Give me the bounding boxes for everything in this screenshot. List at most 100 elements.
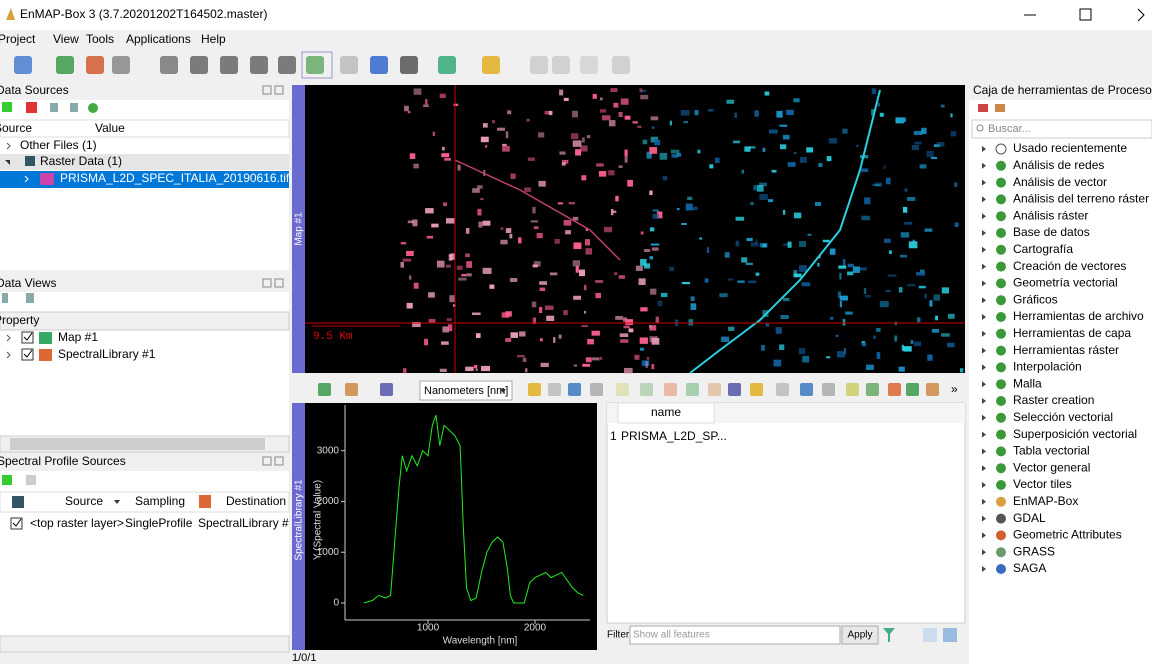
toolbar-button[interactable]	[400, 56, 418, 74]
toolbox-item[interactable]: Geometric Attributes	[1013, 528, 1122, 542]
view-item[interactable]: Map #1	[58, 330, 98, 344]
tool-icon[interactable]	[978, 104, 988, 112]
view-icon[interactable]	[923, 628, 937, 642]
add-icon[interactable]	[2, 475, 12, 485]
toolbox-item[interactable]: Raster creation	[1013, 393, 1094, 407]
tool-button[interactable]	[822, 383, 835, 396]
toolbox-item[interactable]: Selección vectorial	[1013, 410, 1113, 424]
expand-icon[interactable]	[70, 103, 78, 112]
tool-button[interactable]	[750, 383, 763, 396]
filter-placeholder[interactable]: Show all features	[633, 630, 710, 641]
tool-button[interactable]	[590, 383, 603, 396]
toolbox-item[interactable]: Cartografía	[1013, 242, 1073, 256]
menu-item[interactable]: Help	[201, 32, 226, 46]
sampling-cell[interactable]: SingleProfile	[125, 516, 193, 530]
view-icon[interactable]	[943, 628, 957, 642]
add-icon[interactable]	[2, 102, 12, 112]
toolbar-button[interactable]	[306, 56, 324, 74]
toolbar-button[interactable]	[278, 56, 296, 74]
tool-button[interactable]	[345, 383, 358, 396]
apply-label[interactable]: Apply	[847, 630, 872, 641]
toolbox-item[interactable]: Análisis de vector	[1013, 175, 1107, 189]
tree-item[interactable]: Other Files (1)	[20, 138, 97, 152]
tool-button[interactable]	[640, 383, 653, 396]
menu-item[interactable]: Tools	[86, 32, 114, 46]
toolbar-button[interactable]	[250, 56, 268, 74]
collapse-icon[interactable]	[2, 293, 8, 303]
map-canvas[interactable]	[305, 85, 965, 373]
toolbar-button[interactable]	[552, 56, 570, 74]
overflow-button[interactable]: »	[951, 382, 958, 396]
name-cell[interactable]: PRISMA_L2D_SP...	[621, 429, 727, 443]
toolbar-button[interactable]	[160, 56, 178, 74]
tool-button[interactable]	[888, 383, 901, 396]
toolbox-item[interactable]: Gráficos	[1013, 292, 1058, 306]
toolbox-item[interactable]: Análisis del terreno ráster	[1013, 192, 1149, 206]
toolbox-item[interactable]: Creación de vectores	[1013, 259, 1126, 273]
toolbox-item[interactable]: Usado recientemente	[1013, 141, 1127, 155]
menu-item[interactable]: View	[53, 32, 79, 46]
toolbar-button[interactable]	[190, 56, 208, 74]
toolbox-item[interactable]: SAGA	[1013, 561, 1046, 575]
view-item[interactable]: SpectralLibrary #1	[58, 347, 156, 361]
tool-button[interactable]	[616, 383, 629, 396]
toolbox-item[interactable]: Análisis ráster	[1013, 208, 1088, 222]
tool-button[interactable]	[728, 383, 741, 396]
unit-label[interactable]: Nanometers [nm]	[424, 385, 508, 397]
toolbar-button[interactable]	[112, 56, 130, 74]
process-icon[interactable]	[88, 103, 98, 113]
toolbox-item[interactable]: Interpolación	[1013, 360, 1082, 374]
menu-item[interactable]: Applications	[126, 32, 191, 46]
toolbox-item[interactable]: Vector general	[1013, 460, 1090, 474]
toolbox-item[interactable]: Herramientas ráster	[1013, 343, 1119, 357]
tool-button[interactable]	[548, 383, 561, 396]
collapse-icon[interactable]	[50, 103, 58, 112]
tool-button[interactable]	[380, 383, 393, 396]
toolbox-item[interactable]: Vector tiles	[1013, 477, 1072, 491]
scrollbar-thumb[interactable]	[10, 438, 265, 450]
tool-button[interactable]	[926, 383, 939, 396]
toolbar-button[interactable]	[482, 56, 500, 74]
toolbox-item[interactable]: Geometría vectorial	[1013, 276, 1118, 290]
scrollbar[interactable]	[0, 636, 289, 652]
expand-icon[interactable]	[26, 293, 34, 303]
toolbar-button[interactable]	[580, 56, 598, 74]
tool-button[interactable]	[664, 383, 677, 396]
tree-item[interactable]: PRISMA_L2D_SPEC_ITALIA_20190616.tif	[60, 171, 290, 185]
toolbar-button[interactable]	[612, 56, 630, 74]
tool-button[interactable]	[800, 383, 813, 396]
tool-icon[interactable]	[995, 104, 1005, 112]
toolbox-item[interactable]: Base de datos	[1013, 225, 1090, 239]
menu-item[interactable]: Project	[0, 32, 36, 46]
tool-button[interactable]	[776, 383, 789, 396]
remove-icon[interactable]	[26, 475, 36, 485]
search-placeholder[interactable]: Buscar...	[988, 123, 1031, 135]
source-cell[interactable]: <top raster layer>	[30, 516, 124, 530]
tool-button[interactable]	[708, 383, 721, 396]
toolbar-button[interactable]	[530, 56, 548, 74]
toolbox-item[interactable]: Análisis de redes	[1013, 158, 1104, 172]
toolbar-button[interactable]	[220, 56, 238, 74]
toolbox-item[interactable]: Superposición vectorial	[1013, 427, 1137, 441]
toolbar-button[interactable]	[86, 56, 104, 74]
toolbox-item[interactable]: EnMAP-Box	[1013, 494, 1078, 508]
tree-item[interactable]: Raster Data (1)	[40, 154, 122, 168]
toolbar-button[interactable]	[438, 56, 456, 74]
toolbar-button[interactable]	[56, 56, 74, 74]
toolbox-item[interactable]: Herramientas de capa	[1013, 326, 1131, 340]
tool-button[interactable]	[528, 383, 541, 396]
toolbox-item[interactable]: GDAL	[1013, 511, 1046, 525]
tool-button[interactable]	[846, 383, 859, 396]
toolbox-item[interactable]: GRASS	[1013, 544, 1055, 558]
tool-button[interactable]	[318, 383, 331, 396]
tool-button[interactable]	[906, 383, 919, 396]
tool-button[interactable]	[866, 383, 879, 396]
toolbox-item[interactable]: Tabla vectorial	[1013, 444, 1090, 458]
toolbar-button[interactable]	[340, 56, 358, 74]
remove-icon[interactable]	[26, 102, 37, 113]
destination-cell[interactable]: SpectralLibrary #	[198, 516, 289, 530]
tool-button[interactable]	[568, 383, 581, 396]
toolbox-item[interactable]: Herramientas de archivo	[1013, 309, 1144, 323]
tool-button[interactable]	[686, 383, 699, 396]
toolbar-button[interactable]	[370, 56, 388, 74]
